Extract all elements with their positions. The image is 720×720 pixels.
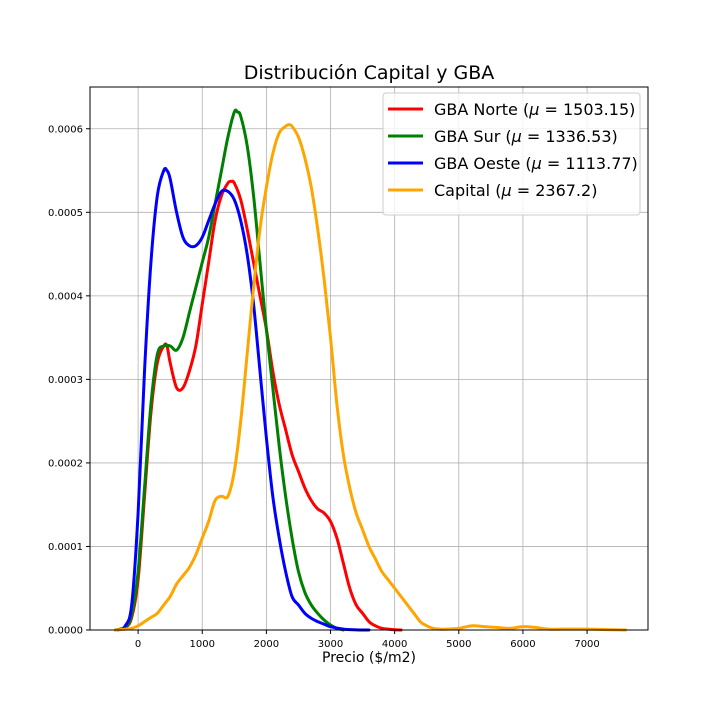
x-tick-label: 5000: [446, 639, 471, 650]
legend-label-gba-sur: GBA Sur (μ = 1336.53): [434, 127, 618, 146]
y-tick-label: 0.0001: [48, 542, 83, 553]
x-tick-label: 6000: [510, 639, 535, 650]
x-tick-label: 1000: [190, 639, 215, 650]
y-tick-label: 0.0003: [48, 375, 83, 386]
x-axis-label: Precio ($/m2): [322, 650, 416, 666]
x-tick-label: 2000: [254, 639, 279, 650]
series-line-gba-sur: [114, 108, 345, 632]
y-tick-label: 0.0002: [48, 458, 83, 469]
plot-area-frame: [89, 86, 649, 631]
series-line-capital: [114, 123, 628, 632]
series-line-gba-oeste: [114, 166, 371, 632]
y-tick-label: 0.0006: [48, 124, 83, 135]
legend: GBA Norte (μ = 1503.15) GBA Sur (μ = 1336…: [382, 92, 641, 216]
x-tick-label: 4000: [382, 639, 407, 650]
y-tick-label: 0.0005: [48, 208, 83, 219]
axis-ticks: 0 1000 2000 3000 4000 5000 6000 7000 0.0000 0.000…: [48, 124, 600, 650]
x-tick-label: 3000: [318, 639, 343, 650]
chart-title: Distribución Capital y GBA: [244, 62, 495, 84]
x-tick-label: 0: [135, 639, 141, 650]
legend-box: [382, 92, 641, 216]
legend-label-capital: Capital (μ = 2367.2): [434, 181, 597, 200]
y-tick-label: 0.0004: [48, 291, 83, 302]
series-lines: [114, 108, 628, 632]
x-tick-label: 7000: [574, 639, 599, 650]
legend-label-gba-norte: GBA Norte (μ = 1503.15): [434, 100, 635, 119]
y-tick-label: 0.0000: [48, 626, 83, 637]
legend-label-gba-oeste: GBA Oeste (μ = 1113.77): [434, 154, 638, 173]
